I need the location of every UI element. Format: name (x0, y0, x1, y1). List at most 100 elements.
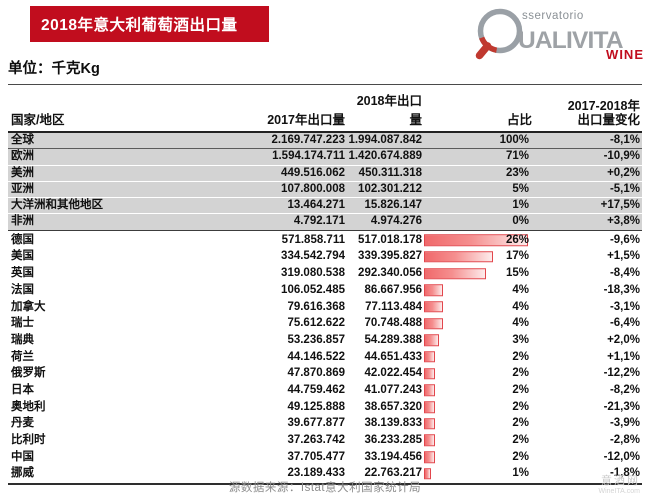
share-cell: 1% (422, 465, 532, 482)
value-2018-cell: 22.763.217 (364, 467, 422, 480)
value-2017-cell: 4.792.171 (293, 215, 345, 228)
share-cell: 2% (422, 365, 532, 382)
share-label: 2% (512, 400, 529, 413)
share-label: 4% (512, 317, 529, 330)
share-cell: 2% (422, 449, 532, 466)
page-title: 2018年意大利葡萄酒出口量 (30, 6, 269, 42)
share-label: 5% (512, 182, 529, 195)
share-bar (424, 451, 435, 463)
value-2018-cell: 54.289.388 (364, 333, 422, 346)
table-row: 英国 319.080.538 292.340.056 15% -8,4% (8, 265, 642, 282)
value-2018-cell: 4.974.276 (370, 215, 422, 228)
table-row: 德国 571.858.711 517.018.178 26% -9,6% (8, 232, 642, 249)
value-2018-cell: 450.311.318 (358, 166, 422, 179)
table-row: 全球 2.169.747.223 1.994.087.842 100% -8,1… (8, 133, 642, 150)
share-cell: 23% (422, 166, 532, 181)
logo-wine-text: WINE (606, 47, 644, 60)
change-cell: -18,3% (603, 283, 640, 296)
change-cell: -12,0% (603, 450, 640, 463)
value-2018-cell: 33.194.456 (364, 450, 422, 463)
value-2017-cell: 75.612.622 (287, 317, 345, 330)
country-name-cell: 非洲 (11, 215, 34, 228)
value-2018-cell: 44.651.433 (364, 350, 422, 363)
share-cell: 4% (422, 315, 532, 332)
country-name-cell: 瑞士 (11, 317, 34, 330)
country-name-cell: 德国 (11, 233, 34, 246)
value-2017-cell: 1.594.174.711 (272, 150, 345, 163)
share-label: 100% (499, 133, 529, 146)
qualivita-logo: sservatorio UALIVITA WINE (474, 2, 648, 62)
share-bar (424, 417, 435, 430)
header-2018: 2018年出口量 (356, 94, 422, 127)
change-cell: -2,8% (609, 434, 640, 447)
table-row: 奥地利 49.125.888 38.657.320 2% -21,3% (8, 399, 642, 416)
change-cell: -8,2% (609, 383, 640, 396)
share-bar (424, 234, 529, 246)
value-2018-cell: 1.420.674.889 (348, 150, 422, 163)
share-label: 2% (512, 367, 529, 380)
value-2017-cell: 449.516.062 (281, 166, 345, 179)
country-name-cell: 中国 (11, 450, 34, 463)
country-name-cell: 挪威 (11, 467, 34, 480)
change-cell: -6,4% (609, 317, 640, 330)
magnifier-q-icon: sservatorio UALIVITA WINE (475, 8, 644, 62)
change-cell: +17,5% (600, 199, 640, 212)
share-cell: 5% (422, 182, 532, 197)
country-name-cell: 俄罗斯 (11, 367, 46, 380)
header-country: 国家/地区 (11, 113, 65, 127)
value-2017-cell: 44.759.462 (287, 383, 345, 396)
value-2017-cell: 106.052.485 (281, 283, 345, 296)
country-name-cell: 比利时 (11, 434, 46, 447)
country-name-cell: 荷兰 (11, 350, 34, 363)
value-2017-cell: 79.616.368 (287, 300, 345, 313)
value-2017-cell: 13.464.271 (287, 199, 345, 212)
value-2018-cell: 38.657.320 (364, 400, 422, 413)
header-2017: 2017年出口量 (267, 113, 345, 127)
country-name-cell: 英国 (11, 267, 34, 280)
table-row: 欧洲 1.594.174.711 1.420.674.889 71% -10,9… (8, 149, 642, 166)
table-row: 中国 37.705.477 33.194.456 2% -12,0% (8, 449, 642, 466)
share-label: 0% (512, 215, 529, 228)
value-2017-cell: 23.189.433 (287, 467, 345, 480)
change-cell: -8,1% (609, 133, 640, 146)
value-2017-cell: 107.800.008 (281, 182, 345, 195)
watermark-cn: 意酒网 (601, 475, 640, 487)
watermark-en: WineITA.com (598, 487, 641, 495)
share-bar (424, 301, 443, 313)
value-2017-cell: 334.542.794 (281, 250, 345, 263)
share-label: 3% (512, 333, 529, 346)
value-2018-cell: 38.139.833 (364, 417, 422, 430)
share-label: 4% (512, 283, 529, 296)
value-2017-cell: 44.146.522 (287, 350, 345, 363)
value-2018-cell: 41.077.243 (364, 383, 422, 396)
country-name-cell: 日本 (11, 383, 34, 396)
share-label: 2% (512, 417, 529, 430)
value-2018-cell: 102.301.212 (358, 182, 422, 195)
change-cell: -8,4% (609, 267, 640, 280)
table-row: 丹麦 39.677.877 38.139.833 2% -3,9% (8, 415, 642, 432)
export-table: 国家/地区 2017年出口量 2018年出口量 占比 2017-2018年 出口… (8, 84, 642, 486)
value-2017-cell: 571.858.711 (281, 233, 345, 246)
share-cell: 71% (422, 149, 532, 164)
share-cell: 2% (422, 382, 532, 399)
share-bar (424, 434, 435, 447)
logo-qualivita-text: UALIVITA (518, 27, 624, 54)
table-row: 亚洲 107.800.008 102.301.212 5% -5,1% (8, 181, 642, 199)
header-change: 2017-2018年 出口量变化 (532, 99, 642, 129)
country-name-cell: 美洲 (11, 166, 34, 179)
value-2017-cell: 37.263.742 (287, 434, 345, 447)
country-name-cell: 丹麦 (11, 417, 34, 430)
share-cell: 2% (422, 349, 532, 366)
country-name-cell: 欧洲 (11, 150, 34, 163)
table-row: 荷兰 44.146.522 44.651.433 2% +1,1% (8, 349, 642, 366)
source-note: 源数据来源：Istat意大利国家统计局 (228, 482, 422, 494)
country-name-cell: 美国 (11, 250, 34, 263)
share-cell: 2% (422, 432, 532, 449)
share-label: 17% (505, 250, 529, 263)
value-2017-cell: 53.236.857 (287, 333, 345, 346)
share-cell: 17% (422, 248, 532, 265)
header-share: 占比 (506, 113, 532, 127)
value-2018-cell: 1.994.087.842 (348, 133, 422, 146)
country-rows-section: 德国 571.858.711 517.018.178 26% -9,6% 美国 … (8, 231, 642, 486)
share-label: 26% (505, 233, 529, 246)
